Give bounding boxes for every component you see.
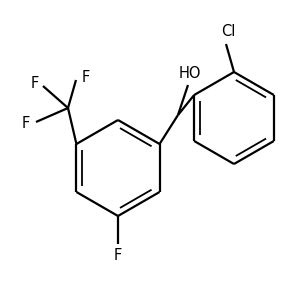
Text: F: F xyxy=(114,248,122,263)
Text: F: F xyxy=(82,70,90,85)
Text: F: F xyxy=(22,116,30,131)
Text: HO: HO xyxy=(179,65,201,80)
Text: F: F xyxy=(31,76,39,91)
Text: Cl: Cl xyxy=(221,25,235,39)
